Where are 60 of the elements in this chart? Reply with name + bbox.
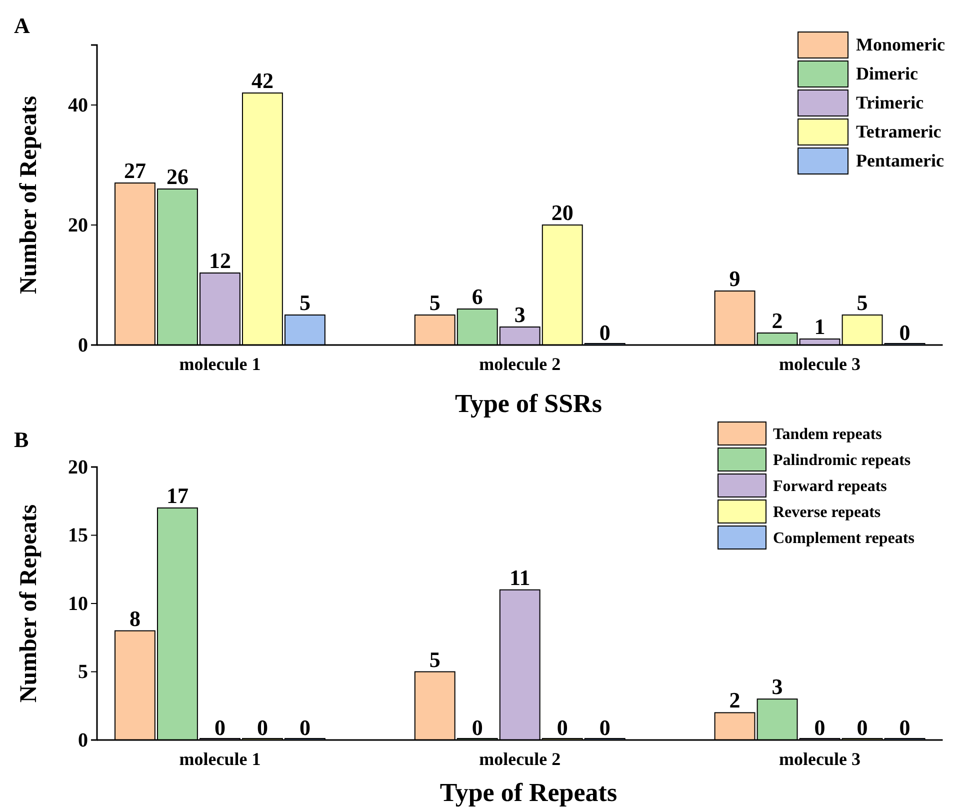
legend-label: Palindromic repeats: [773, 452, 911, 469]
y-tick-label: 5: [78, 661, 88, 684]
data-label: 9: [729, 266, 740, 291]
data-label: 20: [551, 200, 574, 225]
data-label: 26: [166, 164, 188, 189]
data-label: 17: [166, 482, 188, 508]
legend-label: Trimeric: [856, 92, 924, 112]
x-tick-label: molecule 2: [479, 748, 561, 769]
data-label: 5: [429, 290, 440, 315]
x-tick-label: molecule 1: [179, 354, 261, 374]
y-tick-label: 40: [68, 94, 88, 116]
data-label: 0: [856, 715, 868, 740]
data-label: 0: [599, 320, 610, 345]
data-label: 2: [772, 308, 783, 333]
data-label: 0: [814, 715, 826, 740]
data-label: 8: [129, 606, 140, 631]
y-axis-title: Number of Repeats: [16, 504, 42, 703]
data-label: 0: [899, 715, 910, 740]
data-label: 42: [251, 68, 274, 93]
data-label: 11: [509, 564, 530, 590]
data-label: 0: [899, 320, 910, 345]
x-tick-label: molecule 3: [779, 748, 861, 769]
data-label: 0: [599, 715, 610, 740]
data-label: 5: [299, 290, 310, 315]
data-label: 6: [472, 284, 483, 309]
y-tick-label: 0: [78, 729, 88, 752]
data-label: 0: [556, 715, 568, 740]
data-label: 2: [729, 688, 740, 713]
y-tick-label: 20: [68, 456, 88, 478]
chart-title: A: [14, 13, 30, 38]
x-tick-label: molecule 2: [479, 354, 561, 374]
legend-label: Monomeric: [856, 34, 945, 54]
data-label: 0: [472, 715, 483, 740]
y-axis-title: Number of Repeats: [16, 96, 42, 294]
x-tick-label: molecule 1: [179, 748, 261, 769]
legend-label: Tetrameric: [856, 122, 942, 142]
data-label: 0: [214, 715, 226, 740]
legend-label: Pentameric: [856, 150, 944, 170]
legend-label: Reverse repeats: [773, 504, 881, 521]
data-label: 0: [299, 715, 310, 740]
data-label: 12: [208, 248, 231, 273]
chart-title: B: [14, 427, 29, 452]
legend-label: Tandem repeats: [773, 426, 882, 443]
data-label: 0: [256, 715, 268, 740]
data-label: 5: [856, 290, 868, 315]
y-tick-label: 20: [68, 214, 88, 236]
y-tick-label: 0: [78, 334, 88, 356]
x-axis-title: Type of Repeats: [440, 778, 618, 807]
y-tick-label: 15: [68, 524, 88, 547]
data-label: 1: [814, 314, 826, 339]
data-label: 3: [514, 302, 526, 327]
data-label: 27: [124, 158, 146, 183]
x-tick-label: molecule 3: [779, 354, 861, 374]
legend-label: Forward repeats: [773, 478, 887, 495]
data-label: 5: [429, 646, 440, 672]
legend-label: Complement repeats: [773, 530, 914, 547]
data-label: 3: [772, 674, 783, 700]
legend-label: Dimeric: [856, 64, 918, 84]
y-tick-label: 10: [68, 592, 88, 615]
x-axis-title: Type of SSRs: [455, 389, 602, 418]
